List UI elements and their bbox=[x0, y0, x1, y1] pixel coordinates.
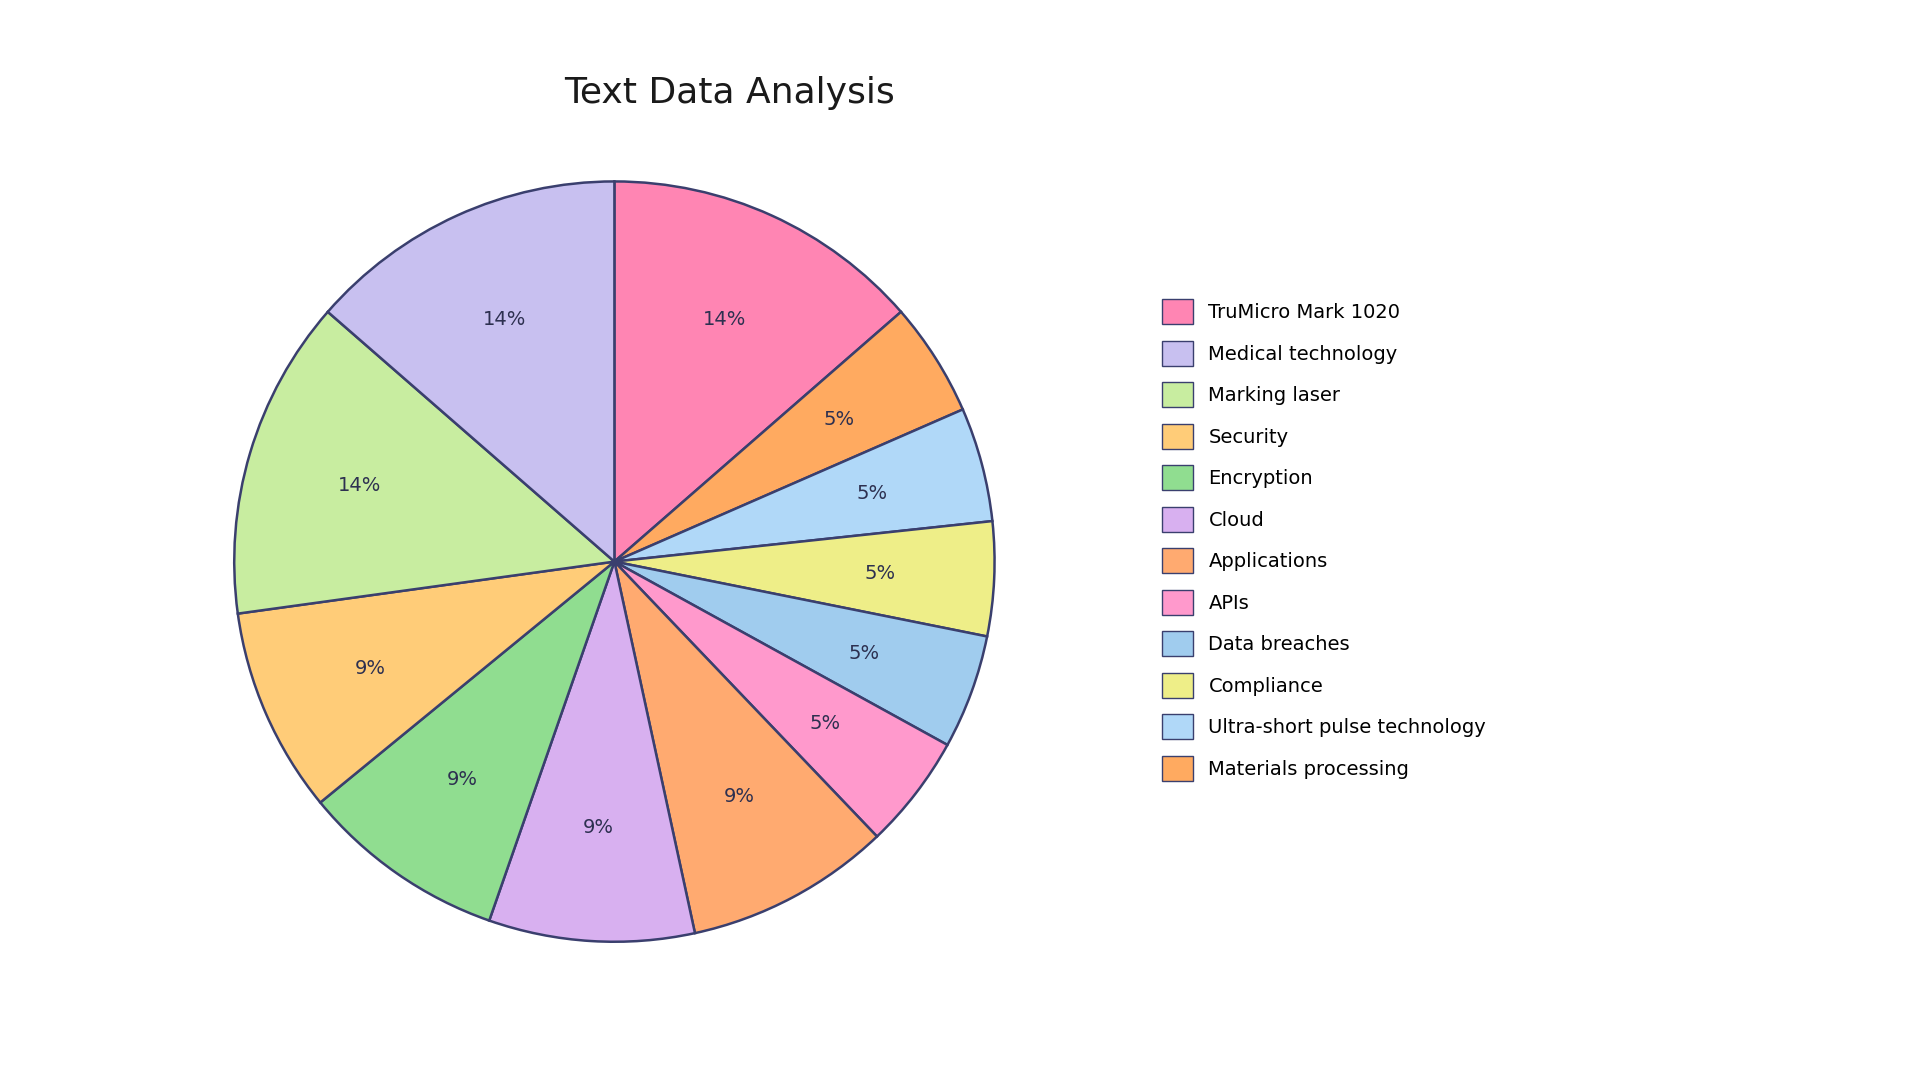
Text: 9%: 9% bbox=[447, 770, 478, 789]
Wedge shape bbox=[614, 409, 993, 562]
Wedge shape bbox=[234, 312, 614, 613]
Wedge shape bbox=[614, 312, 962, 562]
Text: 14%: 14% bbox=[482, 310, 526, 329]
Wedge shape bbox=[490, 562, 695, 942]
Wedge shape bbox=[614, 181, 900, 562]
Text: 9%: 9% bbox=[355, 659, 386, 677]
Text: 14%: 14% bbox=[703, 310, 747, 329]
Wedge shape bbox=[614, 521, 995, 636]
Wedge shape bbox=[321, 562, 614, 920]
Legend: TruMicro Mark 1020, Medical technology, Marking laser, Security, Encryption, Clo: TruMicro Mark 1020, Medical technology, … bbox=[1162, 299, 1486, 781]
Text: 5%: 5% bbox=[864, 564, 897, 583]
Text: 5%: 5% bbox=[824, 409, 854, 429]
Wedge shape bbox=[328, 181, 614, 562]
Text: 5%: 5% bbox=[856, 484, 887, 503]
Text: 5%: 5% bbox=[849, 644, 879, 662]
Wedge shape bbox=[614, 562, 947, 837]
Wedge shape bbox=[614, 562, 987, 745]
Wedge shape bbox=[238, 562, 614, 802]
Text: 14%: 14% bbox=[338, 476, 380, 495]
Text: Text Data Analysis: Text Data Analysis bbox=[564, 76, 895, 109]
Text: 5%: 5% bbox=[810, 714, 841, 733]
Text: 9%: 9% bbox=[582, 818, 614, 837]
Wedge shape bbox=[614, 562, 877, 933]
Text: 9%: 9% bbox=[724, 787, 755, 806]
